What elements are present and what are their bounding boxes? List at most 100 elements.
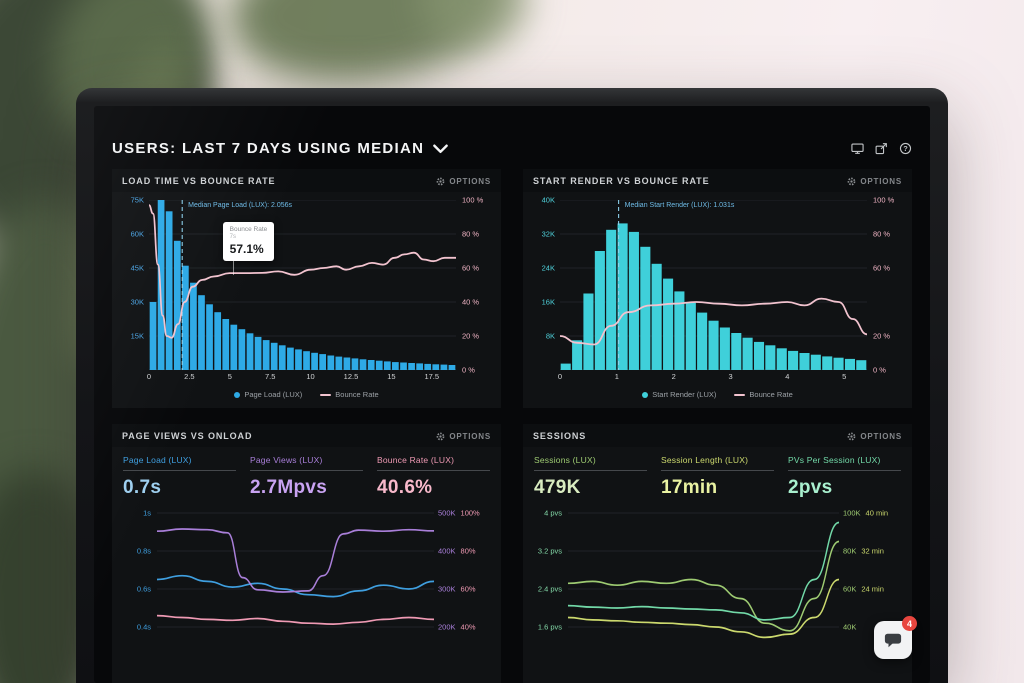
chat-launcher-button[interactable]: 4 <box>874 616 917 659</box>
chat-bubble-icon <box>884 633 902 648</box>
y-tick-label: 15K <box>130 331 144 341</box>
legend-page-load[interactable]: Page Load (LUX) <box>234 390 302 399</box>
metric-value: 2pvs <box>788 477 833 498</box>
options-button[interactable]: OPTIONS <box>436 432 491 441</box>
chart-legend: Page Load (LUX) Bounce Rate <box>121 390 492 399</box>
metric-value: 40.6% <box>377 477 433 498</box>
legend-label: Bounce Rate <box>749 390 793 399</box>
y-tick-label: 32K <box>541 229 555 239</box>
metric-label: Session Length (LUX) <box>661 455 774 471</box>
metric-session-length: Session Length (LUX) 17min <box>661 455 774 499</box>
y-tick-label: 24 min <box>861 584 884 594</box>
options-button[interactable]: OPTIONS <box>436 177 491 186</box>
panel-title: SESSIONS <box>533 431 587 441</box>
x-tick-label: 0 <box>557 372 563 381</box>
start-render-chart-plot[interactable]: Median Start Render (LUX): 1.031s <box>560 200 867 370</box>
load-time-chart-plot[interactable]: Median Page Load (LUX): 2.056s Bounce Ra… <box>149 200 456 370</box>
y-tick-label: 100 % <box>873 195 895 205</box>
y-axis-right: 100K 40 min 80K 32 min 60K 24 min 40K <box>839 507 903 677</box>
y-tick-label: 0 % <box>462 365 475 375</box>
y-axis-left: 4 pvs 3.2 pvs 2.4 pvs 1.6 pvs <box>532 507 568 677</box>
chart-area: 4 pvs 3.2 pvs 2.4 pvs 1.6 pvs 100K 40 min… <box>532 507 903 677</box>
y-tick-label: 80 % <box>873 229 891 239</box>
dashboard-header: USERS: LAST 7 DAYS USING MEDIAN ? <box>112 140 912 157</box>
page-views-chart-plot[interactable] <box>157 507 434 677</box>
load-time-histogram <box>149 200 456 370</box>
tooltip-value: 57.1% <box>229 242 264 257</box>
dashboard: USERS: LAST 7 DAYS USING MEDIAN ? LOAD T… <box>94 106 930 683</box>
y-axis-right: 100 % 80 % 60 % 40 % 20 % 0 % <box>456 196 492 373</box>
median-annotation: Median Page Load (LUX): 2.056s <box>188 202 293 209</box>
notification-badge: 4 <box>902 616 917 631</box>
panel-title: START RENDER VS BOUNCE RATE <box>533 176 710 186</box>
y-tick-label: 30K <box>130 297 144 307</box>
y-tick-label: 300K <box>438 584 456 594</box>
y-tick-label: 40 % <box>462 297 480 307</box>
metric-bounce-rate: Bounce Rate (LUX) 40.6% <box>377 455 490 499</box>
legend-bounce-rate[interactable]: Bounce Rate <box>734 390 793 399</box>
panel-sessions: SESSIONS OPTIONS Sessions (LUX) 479K <box>523 424 912 683</box>
sessions-chart-plot[interactable] <box>568 507 839 677</box>
y-tick-label: 100 % <box>462 195 484 205</box>
svg-text:?: ? <box>903 144 908 153</box>
metric-label: Sessions (LUX) <box>534 455 647 471</box>
y-tick-label: 45K <box>130 263 144 273</box>
toolbar: ? <box>851 142 912 155</box>
panel-title: PAGE VIEWS VS ONLOAD <box>122 431 253 441</box>
x-tick-label: 5 <box>842 372 847 381</box>
gear-icon <box>437 432 445 440</box>
metric-page-load: Page Load (LUX) 0.7s <box>123 455 236 499</box>
legend-dot-marker <box>642 391 649 398</box>
y-tick-label: 500K <box>438 508 456 518</box>
metric-row: Sessions (LUX) 479K Session Length (LUX)… <box>534 455 901 499</box>
y-axis-right: 100 % 80 % 60 % 20 % 0 % <box>867 196 903 373</box>
panel-title: LOAD TIME VS BOUNCE RATE <box>122 176 276 186</box>
legend-line-marker <box>320 393 332 396</box>
metric-value: 2.7Mpvs <box>250 477 328 498</box>
chart-legend: Start Render (LUX) Bounce Rate <box>532 390 903 399</box>
page-views-line-chart <box>157 512 434 628</box>
display-icon[interactable] <box>851 142 864 155</box>
y-axis-left: 1s 0.8s 0.6s 0.4s <box>121 507 157 677</box>
start-render-histogram <box>560 200 867 370</box>
y-tick-label: 0.8s <box>136 546 151 556</box>
y-tick-label: 20 % <box>462 331 480 341</box>
chevron-down-icon[interactable] <box>433 144 449 154</box>
metric-value: 0.7s <box>123 477 162 498</box>
y-axis-left: 40K 32K 24K 16K 8K <box>532 196 560 370</box>
y-tick-label: 40 min <box>865 508 889 518</box>
y-tick-label: 20 % <box>873 331 891 341</box>
legend-bounce-rate[interactable]: Bounce Rate <box>320 390 379 399</box>
y-tick-label: 0.4s <box>136 622 151 632</box>
panel-load-time-vs-bounce-rate: LOAD TIME VS BOUNCE RATE OPTIONS 75K 60K… <box>112 169 501 408</box>
x-tick-label: 10 <box>306 372 315 381</box>
y-tick-label: 40% <box>460 622 476 632</box>
options-button[interactable]: OPTIONS <box>847 177 902 186</box>
y-tick-label: 32 min <box>861 546 884 556</box>
metric-pvs-per-session: PVs Per Session (LUX) 2pvs <box>788 455 901 499</box>
metric-value: 17min <box>661 477 718 498</box>
y-tick-label: 75K <box>130 195 144 205</box>
legend-start-render[interactable]: Start Render (LUX) <box>642 390 716 399</box>
panel-header: PAGE VIEWS VS ONLOAD OPTIONS <box>112 424 501 447</box>
laptop-screen: USERS: LAST 7 DAYS USING MEDIAN ? LOAD T… <box>94 106 930 683</box>
y-tick-label: 3.2 pvs <box>537 546 562 556</box>
options-label: OPTIONS <box>449 431 491 441</box>
x-axis: 0 2.5 5 7.5 10 12.5 15 17.5 <box>147 372 456 384</box>
y-tick-label: 40K <box>541 195 555 205</box>
users-median-dropdown[interactable]: USERS: LAST 7 DAYS USING MEDIAN <box>112 140 449 157</box>
tooltip-title: Bounce Rate <box>229 226 268 234</box>
export-icon[interactable] <box>875 142 888 155</box>
chart-area: 1s 0.8s 0.6s 0.4s 500K 100% 400K 80% <box>121 507 492 677</box>
y-tick-label: 60% <box>460 584 476 594</box>
metric-label: Page Load (LUX) <box>123 455 236 471</box>
x-tick-label: 12.5 <box>343 372 359 381</box>
options-button[interactable]: OPTIONS <box>847 432 902 441</box>
legend-label: Page Load (LUX) <box>244 390 303 399</box>
chart-area: 75K 60K 45K 30K 15K Median Page Load (LU… <box>121 196 492 373</box>
x-tick-label: 4 <box>785 372 790 381</box>
metric-label: Bounce Rate (LUX) <box>377 455 490 471</box>
x-tick-label: 2.5 <box>184 372 195 381</box>
y-tick-label: 0.6s <box>136 584 151 594</box>
help-icon[interactable]: ? <box>899 142 912 155</box>
